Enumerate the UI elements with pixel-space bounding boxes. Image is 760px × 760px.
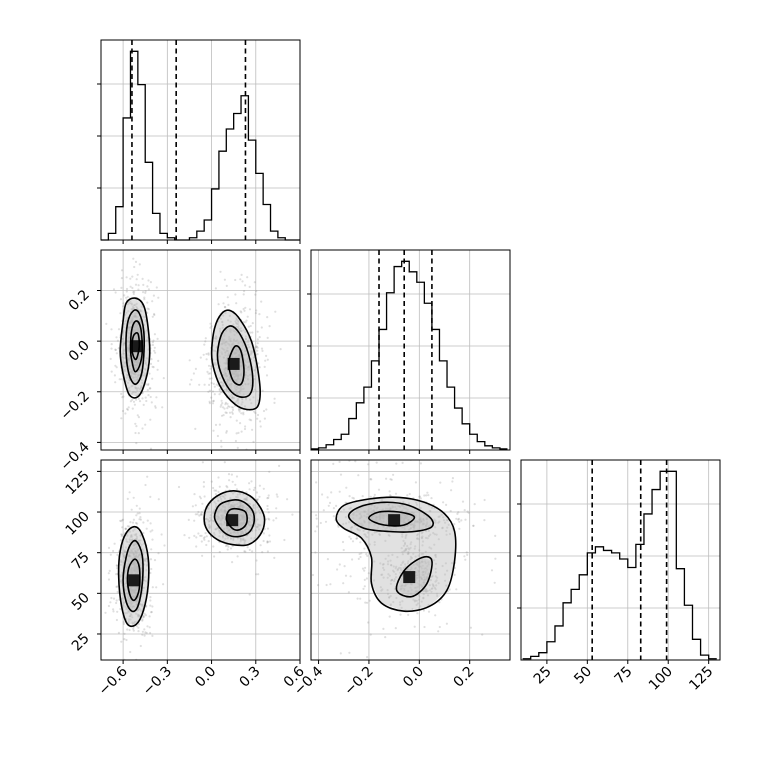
y-tick-label: 25 bbox=[69, 630, 93, 654]
x-tick-label: 100 bbox=[646, 664, 676, 694]
contour-line bbox=[122, 539, 144, 613]
x-tick-label: 75 bbox=[612, 664, 636, 688]
contour-line bbox=[210, 309, 262, 411]
contour-line bbox=[227, 345, 245, 386]
contour-line bbox=[131, 332, 141, 361]
hist-panel-2 bbox=[517, 459, 721, 664]
density-peak bbox=[403, 571, 416, 584]
histogram-2 bbox=[522, 470, 717, 660]
x-tick-label: 25 bbox=[531, 664, 555, 688]
joint-panel-0-1 bbox=[97, 249, 301, 454]
hist-frame bbox=[520, 459, 721, 661]
contour-line bbox=[119, 297, 151, 399]
contour-line bbox=[395, 555, 433, 598]
x-tick-label: −0.3 bbox=[140, 664, 175, 699]
contour-line bbox=[225, 507, 248, 531]
joint-frame bbox=[310, 459, 511, 661]
contour-line bbox=[216, 325, 254, 399]
x-tick-label: 125 bbox=[686, 664, 716, 694]
density-peak bbox=[226, 514, 239, 527]
x-tick-label: 0.3 bbox=[237, 664, 264, 691]
histogram-1 bbox=[311, 260, 508, 450]
contour-line bbox=[125, 309, 145, 386]
joint-frame bbox=[100, 249, 301, 451]
y-tick-label: 75 bbox=[69, 549, 93, 573]
contour-line bbox=[126, 558, 141, 602]
contour-line bbox=[335, 496, 457, 613]
hist-frame bbox=[100, 39, 301, 241]
histogram-0 bbox=[101, 50, 300, 241]
y-tick-label: −0.4 bbox=[57, 439, 92, 474]
hist-panel-0 bbox=[97, 39, 301, 244]
contour-line bbox=[129, 320, 144, 373]
x-tick-label: 0.2 bbox=[450, 664, 477, 691]
y-tick-label: 100 bbox=[63, 509, 93, 539]
y-tick-label: 0.2 bbox=[66, 287, 93, 314]
contour-line bbox=[213, 499, 256, 538]
contour-line bbox=[117, 525, 150, 628]
joint-panel-1-2 bbox=[310, 459, 511, 664]
density-fill bbox=[336, 497, 455, 612]
hist-panel-1 bbox=[307, 249, 511, 454]
contour-line bbox=[203, 490, 266, 547]
x-tick-label: −0.2 bbox=[341, 664, 376, 699]
density-peak bbox=[388, 514, 401, 527]
density-peak bbox=[227, 357, 240, 370]
x-tick-label: −0.6 bbox=[96, 663, 131, 698]
contour-line bbox=[368, 510, 416, 527]
x-tick-label: 50 bbox=[571, 664, 595, 688]
y-tick-label: 50 bbox=[69, 590, 93, 614]
joint-frame bbox=[100, 459, 301, 661]
contour-line bbox=[347, 501, 435, 533]
density-peak bbox=[128, 574, 141, 587]
joint-panel-0-2 bbox=[97, 459, 301, 664]
x-tick-label: 0.0 bbox=[400, 664, 427, 691]
hist-frame bbox=[310, 249, 511, 451]
x-tick-label: 0.0 bbox=[192, 664, 219, 691]
y-tick-label: 0.0 bbox=[66, 338, 93, 365]
tick-labels: −0.4 −0.2 0.0 0.2 25 50 75 100 125 −0.6 −0.3 0.0 0.3… bbox=[57, 287, 716, 699]
y-tick-label: −0.2 bbox=[57, 388, 92, 423]
